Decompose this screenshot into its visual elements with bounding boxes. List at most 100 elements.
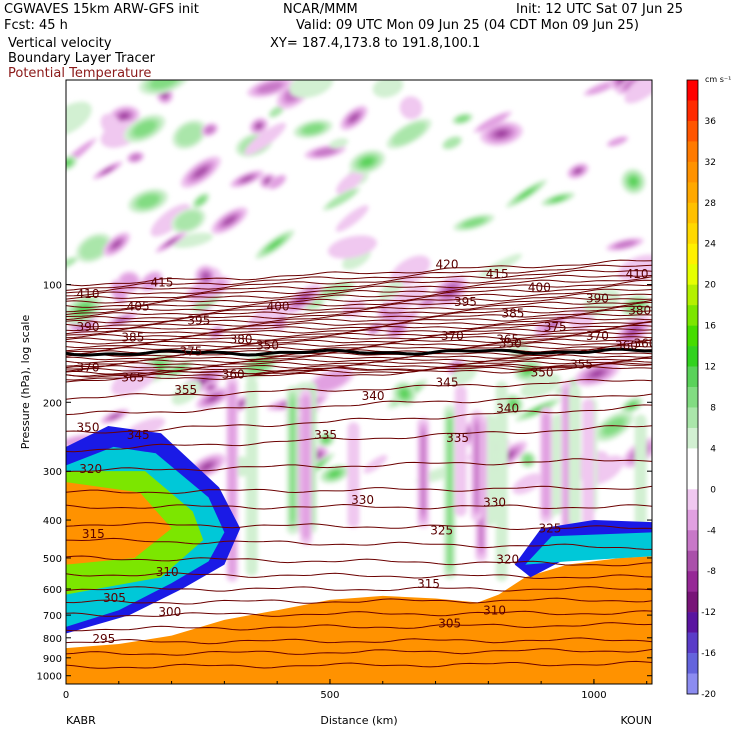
theta-label: 315 — [417, 577, 440, 591]
x-tick-label: 0 — [63, 690, 69, 701]
theta-line — [66, 301, 652, 324]
colorbar-swatch — [687, 243, 698, 265]
theta-line — [66, 309, 652, 332]
colorbar-swatch — [687, 653, 698, 674]
colorbar-label: -12 — [701, 608, 716, 618]
velocity-field — [66, 80, 652, 583]
colorbar-label: 16 — [705, 322, 717, 332]
theta-label: 350 — [499, 336, 522, 350]
theta-label: 360 — [222, 368, 245, 382]
theta-line — [66, 458, 652, 473]
theta-line — [66, 339, 652, 357]
theta-line — [66, 425, 652, 453]
theta-line — [66, 288, 652, 313]
theta-label: 365 — [496, 333, 519, 347]
theta-line — [66, 305, 652, 328]
theta-label: 400 — [528, 281, 551, 295]
left-station-label: KABR — [66, 714, 96, 727]
theta-label: 370 — [441, 329, 464, 343]
center-label: NCAR/MMM — [283, 2, 358, 17]
y-tick-label: 1000 — [37, 672, 62, 683]
colorbar-label: 36 — [705, 117, 717, 127]
theta-line — [66, 610, 652, 617]
forecast-hour: Fcst: 45 h — [4, 18, 68, 33]
theta-line — [66, 264, 652, 291]
colorbar-label: 8 — [710, 403, 716, 413]
colorbar-label: 28 — [705, 199, 717, 209]
theta-label: 410 — [77, 287, 100, 301]
theta-label: 325 — [538, 521, 561, 535]
theta-line — [66, 331, 652, 352]
theta-line — [66, 522, 652, 531]
colorbar-swatch — [687, 182, 698, 204]
theta-line — [66, 648, 652, 656]
field-label-potential-temperature: Potential Temperature — [8, 66, 152, 81]
tropopause-line — [66, 347, 652, 357]
field-label-boundary-layer-tracer: Boundary Layer Tracer — [8, 51, 155, 66]
theta-contour-labels: 420 415 415 410 410 405 400 400 395 395 390 390 385 3… — [77, 258, 652, 646]
colorbar-label: 24 — [705, 240, 717, 250]
theta-line — [66, 555, 652, 567]
theta-line — [66, 537, 652, 550]
theta-label: 370 — [586, 329, 609, 343]
theta-label: 305 — [438, 617, 461, 631]
x-axis-label: Distance (km) — [320, 714, 397, 727]
theta-label: 310 — [156, 565, 179, 579]
colorbar-swatch — [687, 120, 698, 142]
colorbar: 36 32 28 24 20 16 12 8 4 0 -4 -8 -12 -16 -20 — [686, 79, 717, 700]
theta-label: 380 — [230, 333, 253, 347]
theta-line — [66, 366, 652, 383]
theta-label: 415 — [150, 276, 173, 290]
colorbar-swatch — [687, 509, 698, 531]
theta-label: 350 — [77, 421, 100, 435]
colorbar-swatch — [687, 612, 698, 633]
theta-line — [66, 284, 652, 308]
theta-line — [66, 351, 652, 369]
theta-line — [66, 321, 652, 341]
theta-label: 355 — [174, 383, 197, 397]
colorbar-swatch — [687, 346, 698, 367]
theta-line — [66, 259, 652, 287]
colorbar-swatch — [687, 448, 698, 470]
theta-line — [66, 637, 652, 645]
theta-label: 395 — [187, 313, 210, 327]
theta-label: 320 — [496, 552, 519, 566]
theta-label: 345 — [436, 375, 459, 389]
y-tick-label: 900 — [43, 654, 62, 665]
theta-line — [66, 279, 652, 304]
theta-label: 410 — [626, 267, 649, 281]
theta-label: 335 — [446, 431, 469, 445]
tracer-plume-core — [66, 482, 172, 565]
colorbar-swatch — [687, 284, 698, 306]
y-axis-label: Pressure (hPa), log scale — [19, 315, 32, 450]
colorbar-swatch — [687, 325, 698, 347]
theta-line — [66, 269, 652, 294]
colorbar-swatch — [687, 673, 698, 695]
colorbar-label: -8 — [707, 567, 716, 577]
colorbar-swatch — [687, 530, 698, 552]
theta-label: 340 — [362, 389, 385, 403]
theta-line — [66, 360, 652, 378]
theta-label: 390 — [77, 320, 100, 334]
colorbar-swatch — [687, 100, 698, 122]
valid-time: Valid: 09 UTC Mon 09 Jun 25 (04 CDT Mon … — [296, 18, 639, 33]
theta-line — [66, 297, 652, 317]
theta-label: 385 — [502, 307, 525, 321]
theta-label: 315 — [82, 527, 105, 541]
colorbar-label: 4 — [710, 444, 716, 454]
distance-axis: 0 500 1000 — [63, 679, 648, 701]
colorbar-swatch — [687, 468, 698, 490]
theta-label: 375 — [180, 344, 203, 358]
x-tick-label: 500 — [320, 690, 339, 701]
theta-label: 295 — [92, 632, 115, 646]
theta-label: 335 — [314, 428, 337, 442]
theta-label: 350 — [256, 339, 279, 353]
theta-line — [66, 393, 652, 416]
y-tick-label: 700 — [43, 611, 62, 622]
y-tick-label: 100 — [43, 281, 62, 292]
theta-label: 380 — [628, 304, 651, 318]
theta-label: 395 — [454, 295, 477, 309]
theta-line — [66, 362, 652, 377]
theta-label: 375 — [544, 320, 567, 334]
